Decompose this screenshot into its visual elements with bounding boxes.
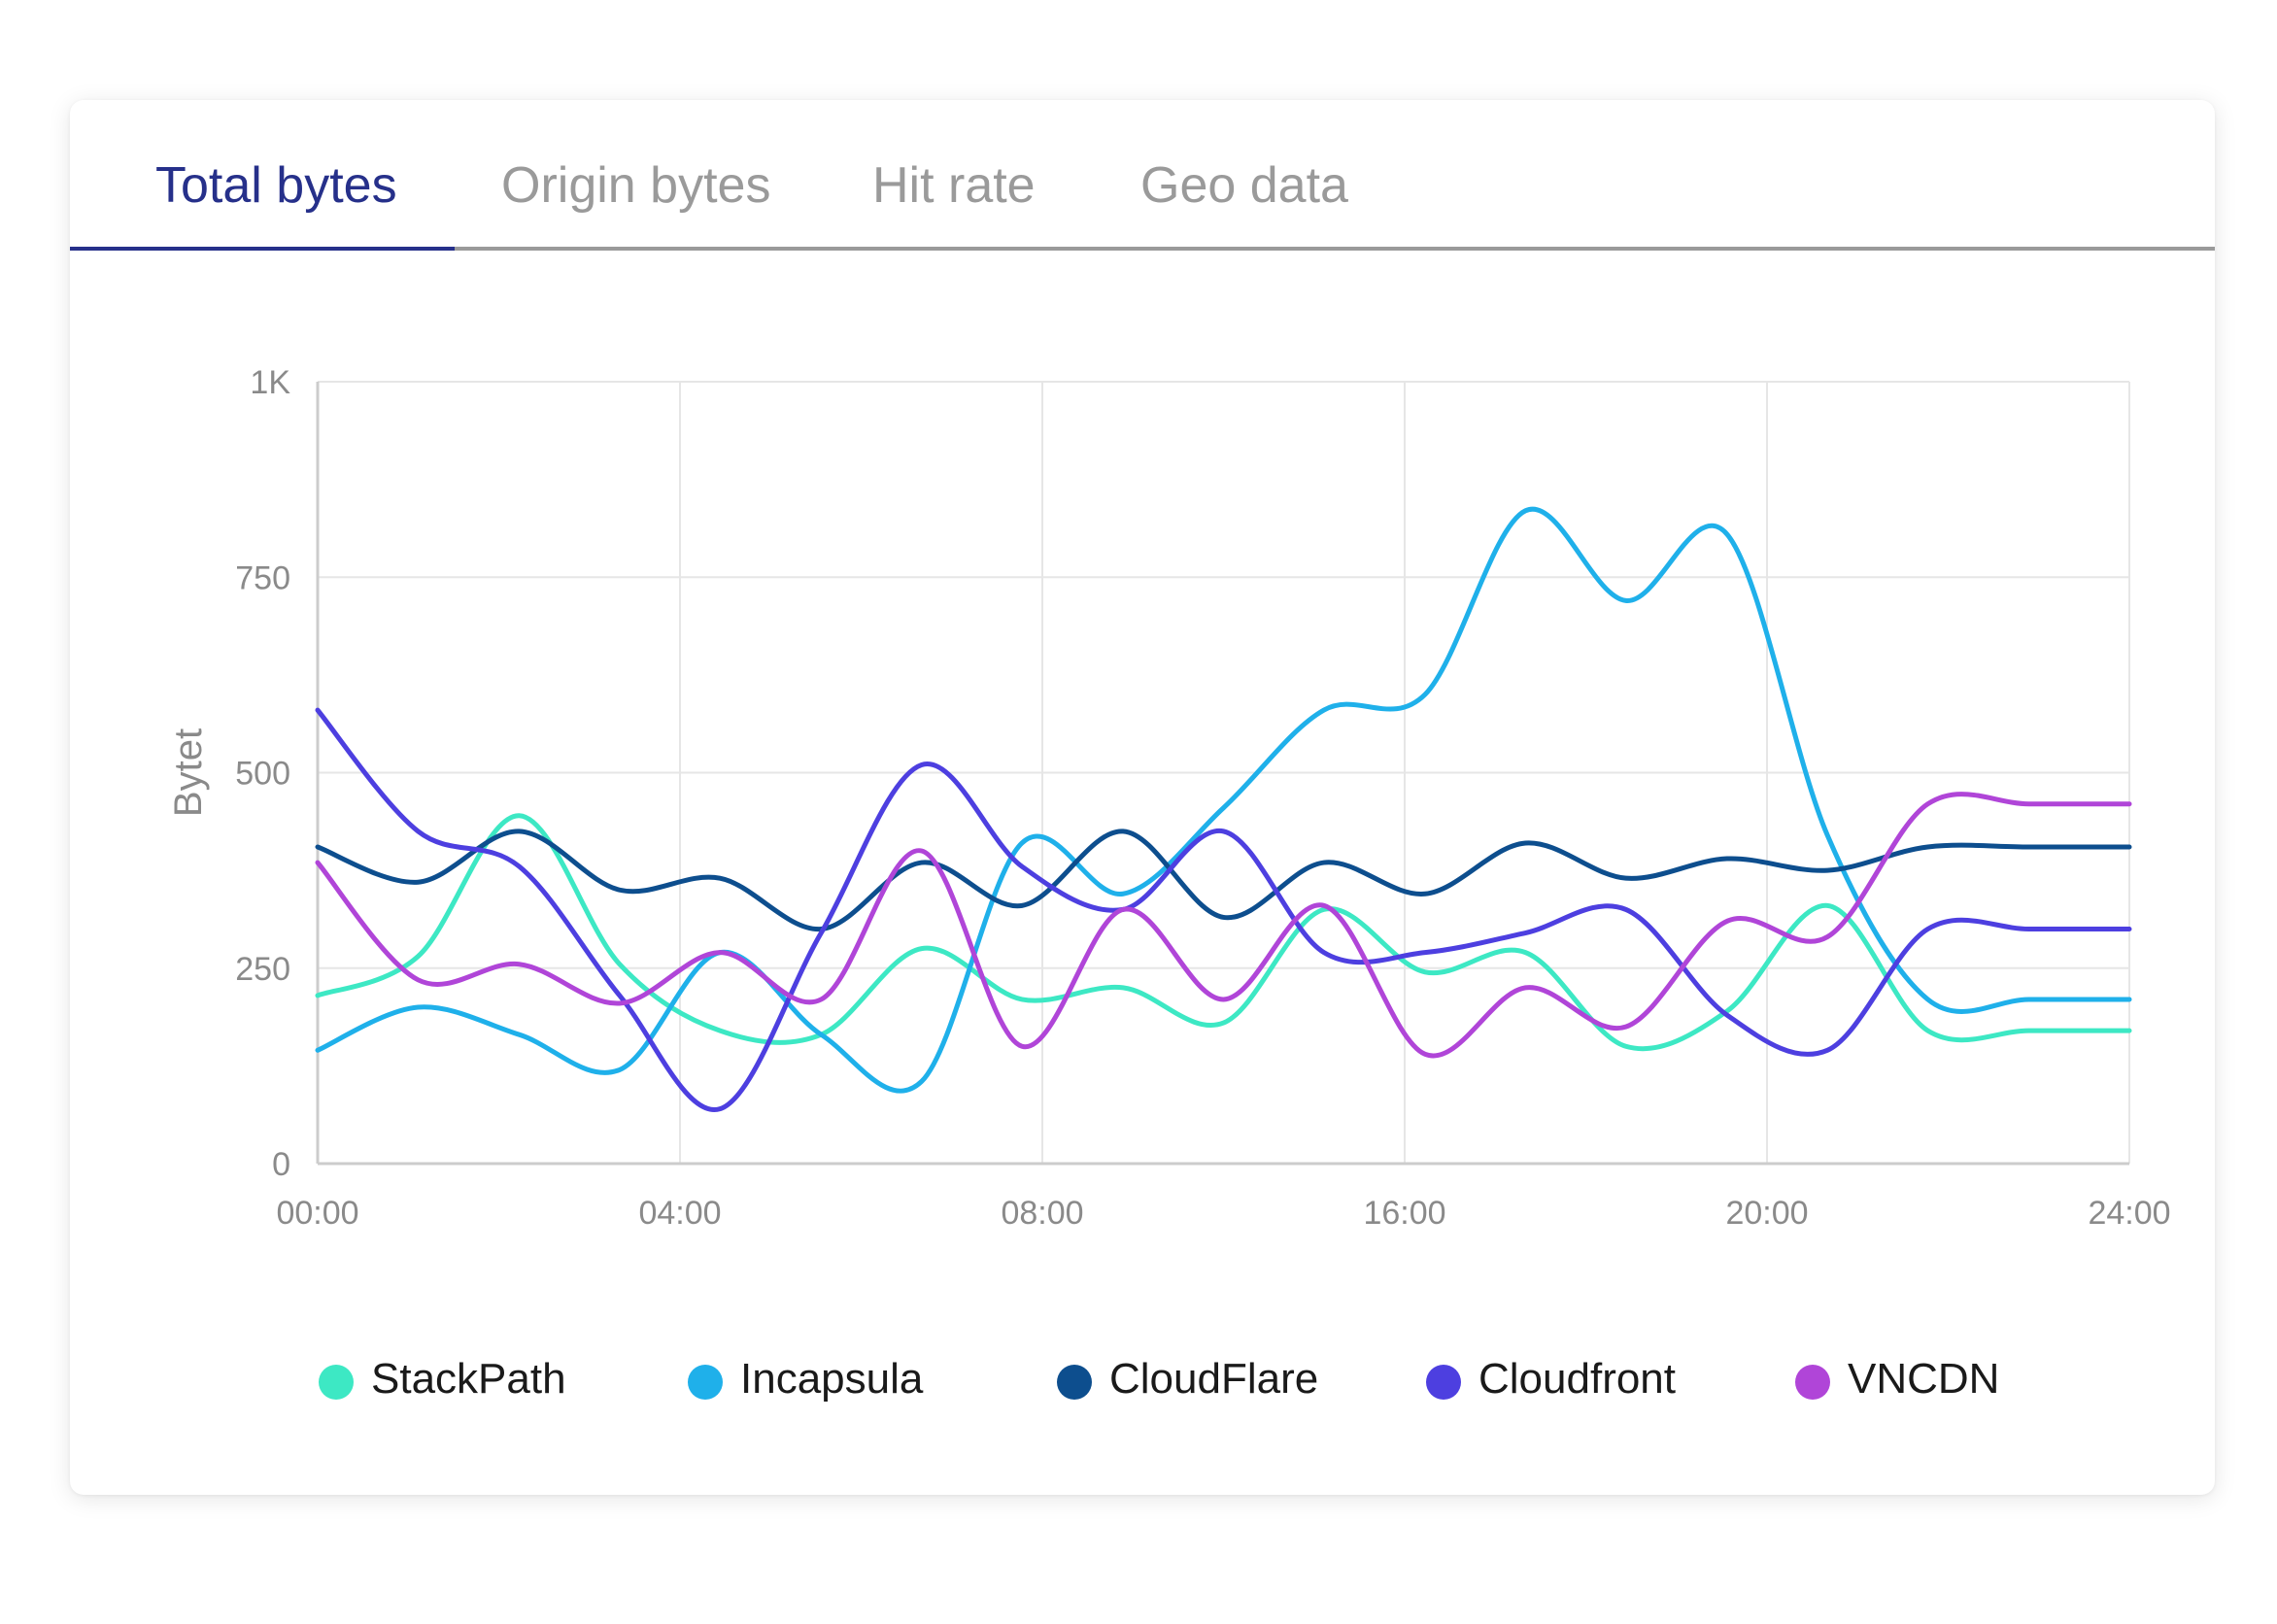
x-tick-label: 04:00: [638, 1195, 721, 1232]
chart-legend: StackPath Incapsula CloudFlare Cloudfron…: [70, 1343, 2215, 1421]
series-line-stackpath: [315, 813, 2132, 1052]
legend-swatch-incapsula: [688, 1365, 723, 1400]
x-tick-label: 16:00: [1363, 1195, 1445, 1232]
x-tick-label: 24:00: [2088, 1195, 2170, 1232]
y-axis-label: Bytet: [167, 728, 210, 817]
y-tick-label: 250: [235, 951, 290, 988]
y-tick-label: 0: [272, 1146, 290, 1183]
legend-label-cloudfront: Cloudfront: [1478, 1355, 1677, 1403]
legend-swatch-vncdn: [1795, 1365, 1830, 1400]
x-tick-label: 08:00: [1001, 1195, 1083, 1232]
series-line-incapsula: [315, 506, 2132, 1094]
tab-bar: Total bytes Origin bytes Hit rate Geo da…: [70, 100, 2215, 251]
series-line-cloudflare: [315, 829, 2132, 932]
legend-label-incapsula: Incapsula: [740, 1355, 924, 1403]
series-line-vncdn: [315, 792, 2132, 1059]
tab-hit-rate[interactable]: Hit rate: [872, 157, 1036, 214]
x-tick-label: 20:00: [1725, 1195, 1808, 1232]
y-tick-label: 750: [235, 559, 290, 596]
tab-total-bytes[interactable]: Total bytes: [155, 157, 397, 214]
tab-origin-bytes[interactable]: Origin bytes: [501, 157, 771, 214]
legend-swatch-cloudfront: [1426, 1365, 1461, 1400]
legend-label-vncdn: VNCDN: [1848, 1355, 2000, 1403]
y-tick-label: 500: [235, 756, 290, 793]
legend-swatch-cloudflare: [1057, 1365, 1092, 1400]
legend-swatch-stackpath: [319, 1365, 354, 1400]
line-chart: 0 250 500 750 1K 00:00 04:00 08:00 16:00 20:00 24:…: [167, 364, 2171, 1232]
series-line-cloudfront: [315, 707, 2132, 1113]
y-tick-label: 1K: [250, 364, 290, 401]
tab-geo-data[interactable]: Geo data: [1140, 157, 1348, 214]
active-tab-indicator: [70, 247, 455, 251]
x-tick-label: 00:00: [276, 1195, 358, 1232]
legend-label-cloudflare: CloudFlare: [1109, 1355, 1319, 1403]
legend-label-stackpath: StackPath: [371, 1355, 566, 1403]
chart-card: Total bytes Origin bytes Hit rate Geo da…: [70, 100, 2215, 1495]
